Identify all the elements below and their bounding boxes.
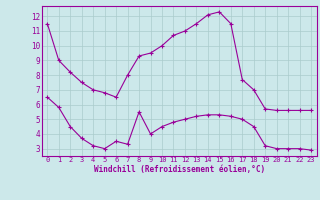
X-axis label: Windchill (Refroidissement éolien,°C): Windchill (Refroidissement éolien,°C) — [94, 165, 265, 174]
